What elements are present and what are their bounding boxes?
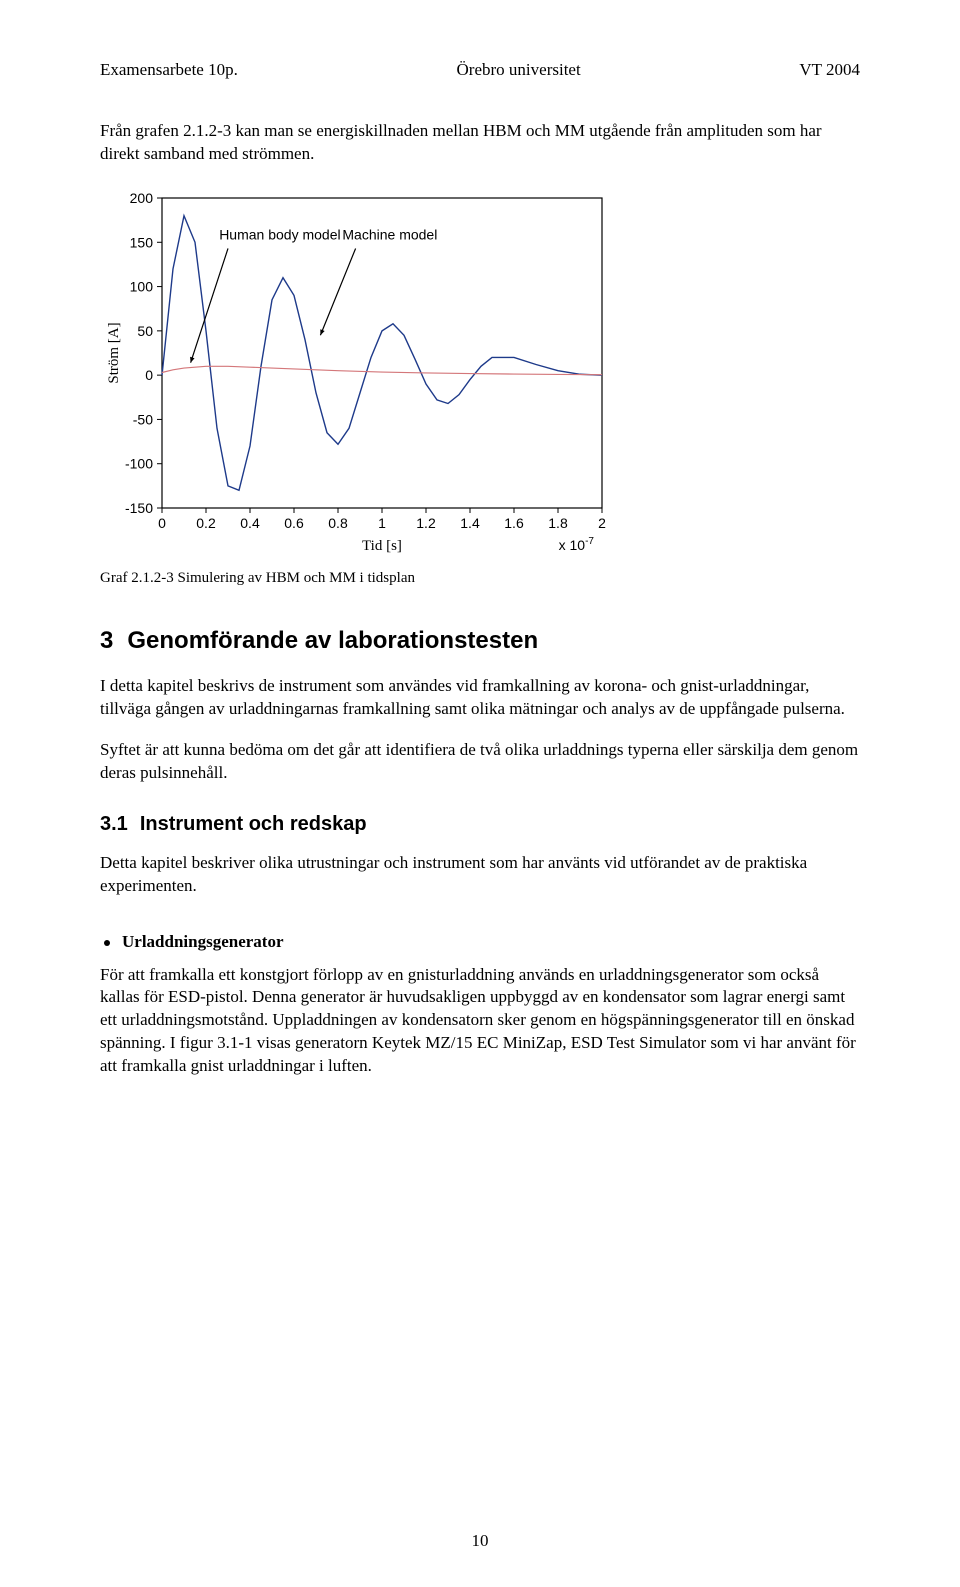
page-number: 10 — [0, 1531, 960, 1551]
header-center: Örebro universitet — [457, 60, 581, 80]
svg-text:x 10-7: x 10-7 — [559, 536, 595, 553]
svg-text:0.2: 0.2 — [196, 515, 216, 531]
chart-svg: -150 -100 -50 0 50 100 150 200 0 0.2 0.4 0.6 0.8 1 1.2… — [100, 184, 620, 564]
svg-text:-100: -100 — [125, 456, 153, 472]
svg-text:150: 150 — [130, 234, 154, 250]
svg-text:Ström [A]: Ström [A] — [106, 322, 122, 383]
svg-text:Tid [s]: Tid [s] — [362, 538, 402, 554]
graf-caption: Graf 2.1.2-3 Simulering av HBM och MM i … — [100, 570, 860, 587]
bullet-paragraph: För att framkalla ett konstgjort förlopp… — [100, 964, 860, 1079]
svg-text:-150: -150 — [125, 500, 153, 516]
svg-text:100: 100 — [130, 278, 154, 294]
section-3-para-2: Syftet är att kunna bedöma om det går at… — [100, 739, 860, 785]
header-left: Examensarbete 10p. — [100, 60, 238, 80]
bullet-title: Urladdningsgenerator — [122, 932, 284, 951]
svg-text:-50: -50 — [133, 411, 153, 427]
section-3-num: 3 — [100, 627, 113, 654]
section-3-title: Genomförande av laborationstesten — [127, 627, 538, 654]
page-header: Examensarbete 10p. Örebro universitet VT… — [100, 60, 860, 80]
svg-text:1.4: 1.4 — [460, 515, 480, 531]
bullet-icon — [104, 940, 110, 946]
svg-text:1.2: 1.2 — [416, 515, 436, 531]
svg-text:0.8: 0.8 — [328, 515, 348, 531]
svg-text:0: 0 — [158, 515, 166, 531]
header-right: VT 2004 — [799, 60, 860, 80]
svg-text:Machine model: Machine model — [342, 227, 437, 243]
section-31-heading: 3.1 Instrument och redskap — [100, 813, 860, 836]
section-31-num: 3.1 — [100, 813, 128, 835]
svg-text:0.6: 0.6 — [284, 515, 304, 531]
svg-text:1: 1 — [378, 515, 386, 531]
svg-text:0: 0 — [145, 367, 153, 383]
chart-container: -150 -100 -50 0 50 100 150 200 0 0.2 0.4 0.6 0.8 1 1.2… — [100, 184, 620, 564]
intro-paragraph: Från grafen 2.1.2-3 kan man se energiski… — [100, 120, 860, 166]
svg-text:50: 50 — [137, 323, 153, 339]
svg-text:1.6: 1.6 — [504, 515, 524, 531]
svg-text:Human body model: Human body model — [219, 227, 340, 243]
svg-text:0.4: 0.4 — [240, 515, 260, 531]
section-31-para: Detta kapitel beskriver olika utrustning… — [100, 852, 860, 898]
bullet-heading: Urladdningsgenerator — [100, 932, 860, 952]
svg-text:2: 2 — [598, 515, 606, 531]
svg-text:200: 200 — [130, 190, 154, 206]
section-3-heading: 3 Genomförande av laborationstesten — [100, 627, 860, 655]
section-3-para-1: I detta kapitel beskrivs de instrument s… — [100, 675, 860, 721]
svg-text:1.8: 1.8 — [548, 515, 568, 531]
section-31-title: Instrument och redskap — [140, 813, 367, 835]
